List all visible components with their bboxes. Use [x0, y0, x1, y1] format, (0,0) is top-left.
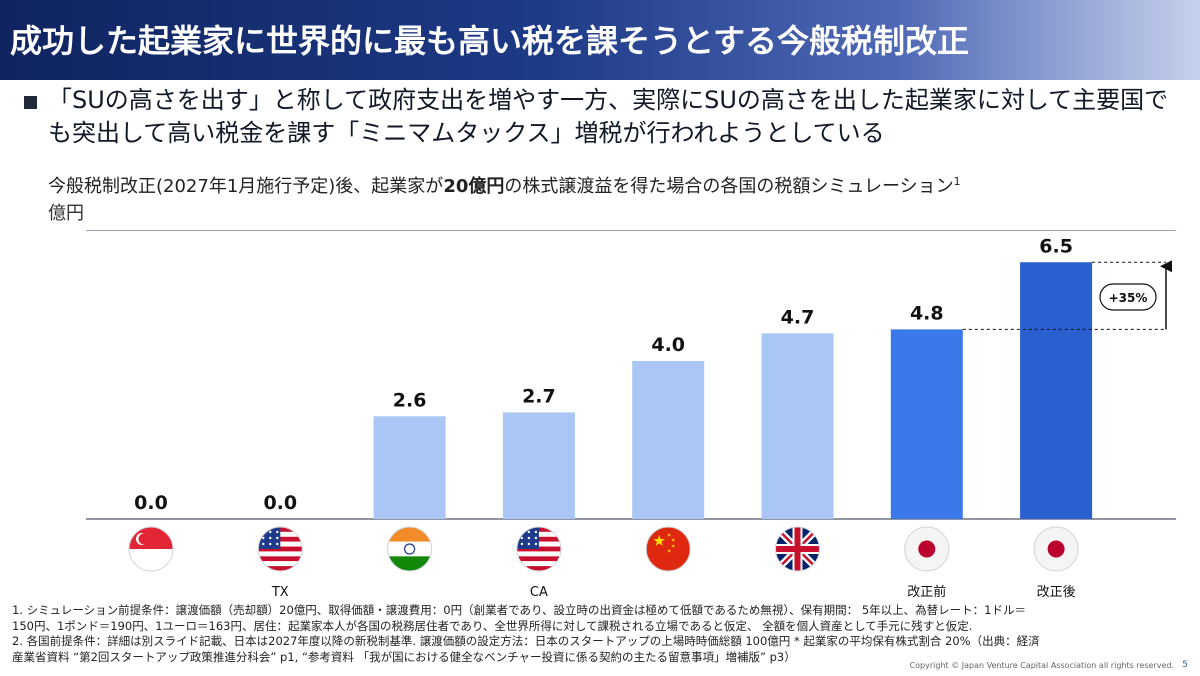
- copyright: Copyright © Japan Venture Capital Associ…: [909, 661, 1174, 670]
- subtitle-part2: の株式譲渡益を得た場合の各国の税額シミュレーション: [504, 176, 954, 197]
- bar-8: [1020, 262, 1093, 519]
- flag-icon-jp-8: [1033, 526, 1079, 572]
- category-label-7: 改正前: [907, 584, 946, 600]
- value-label-5: 4.0: [651, 334, 685, 356]
- value-label-6: 4.7: [781, 306, 815, 328]
- chart-subtitle: 今般税制改正(2027年1月施行予定)後、起業家が20億円の株式譲渡益を得た場合…: [48, 172, 961, 198]
- bar-5: [632, 361, 705, 519]
- flag-icon-us-4: [516, 526, 562, 572]
- slide-title: 成功した起業家に世界的に最も高い税を課そうとする今般税制改正: [10, 22, 970, 60]
- flag-icon-us-2: [257, 526, 303, 572]
- value-label-1: 0.0: [134, 492, 168, 514]
- category-label-2: TX: [271, 585, 289, 600]
- footnote-line-4: 産業省資料 “第2回スタートアップ政策推進分科会” p1, “参考資料 「我が国…: [12, 649, 796, 664]
- bar-4: [502, 412, 575, 519]
- subtitle-bold: 20億円: [443, 176, 505, 197]
- bar-3: [373, 416, 446, 519]
- value-label-8: 6.5: [1039, 235, 1073, 257]
- flag-icon-in-3: [387, 526, 433, 572]
- lead-text: 「SUの高さを出す」と称して政府支出を増やす一方、実際にSUの高さを出した起業家…: [48, 86, 1169, 147]
- divider-line: [86, 230, 1176, 231]
- category-label-4: CA: [530, 585, 548, 600]
- page-number: 5: [1182, 660, 1188, 670]
- bar-7: [890, 329, 963, 519]
- value-label-7: 4.8: [910, 302, 944, 324]
- flag-icon-uk-6: [775, 526, 820, 572]
- category-label-8: 改正後: [1037, 585, 1076, 600]
- footnote-line-1: 1. シミュレーション前提条件：譲渡価額（売却額）20億円、取得価額・譲渡費用：…: [12, 603, 1026, 617]
- footnotes: 1. シミュレーション前提条件：譲渡価額（売却額）20億円、取得価額・譲渡費用：…: [12, 603, 1192, 665]
- value-label-2: 0.0: [263, 492, 297, 514]
- value-label-4: 2.7: [522, 385, 556, 407]
- growth-badge: [1099, 283, 1157, 311]
- footnote-line-2: 150円、1ポンド＝190円、1ユーロ＝163円、居住：起業家本人が各国の税務居…: [12, 618, 973, 633]
- growth-badge-label: +35%: [1109, 291, 1148, 305]
- flag-icon-sg-1: [128, 526, 174, 572]
- value-label-3: 2.6: [393, 389, 427, 411]
- flag-icon-cn-5: [645, 526, 691, 572]
- title-bar: 成功した起業家に世界的に最も高い税を課そうとする今般税制改正: [0, 0, 1200, 80]
- subtitle-part1: 今般税制改正(2027年1月施行予定)後、起業家が: [48, 176, 444, 197]
- unit-label: 億円: [48, 203, 84, 224]
- subtitle-footnote-mark: 1: [953, 175, 961, 188]
- bar-6: [761, 333, 834, 519]
- bullet-square: [24, 96, 37, 109]
- footnote-line-3: 2. 各国前提条件：詳細は別スライド記載、日本は2027年度以降の新税制基準. …: [12, 634, 1040, 648]
- flag-icon-jp-7: [904, 526, 950, 572]
